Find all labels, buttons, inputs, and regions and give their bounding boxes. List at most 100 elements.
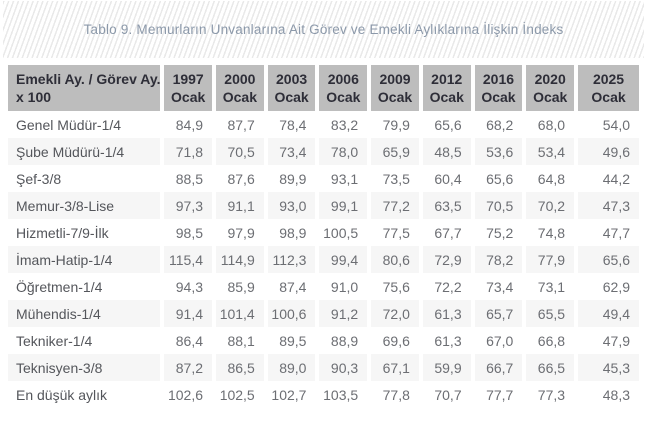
value-cell: 93,0 (267, 192, 316, 219)
column-year: 2003 (276, 70, 308, 87)
column-month: Ocak (429, 89, 464, 105)
value-cell: 77,9 (526, 246, 575, 273)
column-header-2006: 2006 Ocak (319, 65, 368, 111)
value-cell: 83,2 (330, 116, 359, 133)
value-cell: 102,6 (167, 386, 204, 403)
column-year: 2000 (224, 70, 256, 87)
value-cell: 78,4 (279, 116, 307, 133)
value-cell: 77,2 (371, 192, 419, 219)
value-cell: 99,1 (319, 192, 368, 219)
header-row: Emekli Ay. / Görev Ay. x 100 1997 Ocak 200… (8, 65, 639, 111)
value-cell: 47,7 (602, 224, 630, 241)
value-cell: 100,5 (323, 224, 359, 241)
value-cell: 49,4 (578, 300, 639, 327)
column-month: Ocak (326, 89, 361, 105)
corner-header-line1: Emekli Ay. / Görev Ay. (16, 70, 161, 87)
column-year: 2006 (327, 70, 359, 87)
corner-header-line2: x 100 (16, 89, 52, 105)
row-label: Mühendis-1/4 (8, 300, 161, 327)
column-year: 2016 (482, 70, 515, 87)
value-cell: 78,2 (474, 246, 523, 273)
value-cell: 103,5 (323, 386, 359, 403)
value-cell: 65,9 (371, 138, 419, 165)
value-cell: 87,7 (227, 116, 255, 133)
value-cell: 48,5 (422, 138, 471, 165)
value-cell: 77,5 (382, 224, 410, 241)
value-cell: 70,5 (216, 138, 264, 165)
value-cell: 93,1 (330, 170, 359, 187)
table-title-banner: Tablo 9. Memurların Unvanlarına Ait Göre… (3, 1, 644, 58)
value-cell: 74,8 (537, 224, 566, 241)
value-cell: 47,9 (602, 332, 630, 349)
value-cell: 89,9 (279, 170, 307, 187)
row-label: Öğretmen-1/4 (16, 278, 103, 295)
value-cell: 68,0 (537, 116, 566, 133)
column-header-2009: 2009 Ocak (371, 65, 419, 111)
value-cell: 75,6 (382, 278, 410, 295)
column-year: 2012 (431, 70, 463, 87)
row-label: Teknisyen-3/8 (8, 354, 161, 381)
value-cell: 59,9 (422, 354, 471, 381)
row-label: Şube Müdürü-1/4 (8, 138, 161, 165)
value-cell: 91,2 (319, 300, 368, 327)
value-cell: 45,3 (578, 354, 639, 381)
value-cell: 102,5 (219, 386, 255, 403)
value-cell: 67,1 (371, 354, 419, 381)
table-row: En düşük aylık 102,6 102,5 102,7 103,5 77,8 70… (8, 381, 639, 408)
column-year: 2025 (592, 70, 625, 87)
table-row: Şef-3/8 88,5 87,6 89,9 93,1 73,5 60,4 65,6 64,8 4… (8, 165, 639, 192)
value-cell: 91,4 (164, 300, 213, 327)
value-cell: 71,8 (164, 138, 213, 165)
column-month: Ocak (591, 89, 626, 105)
column-month: Ocak (222, 89, 257, 105)
value-cell: 72,9 (422, 246, 471, 273)
value-cell: 88,5 (175, 170, 204, 187)
value-cell: 53,4 (526, 138, 575, 165)
value-cell: 79,9 (382, 116, 410, 133)
value-cell: 85,9 (227, 278, 255, 295)
value-cell: 47,3 (578, 192, 639, 219)
value-cell: 87,2 (164, 354, 213, 381)
value-cell: 53,6 (474, 138, 523, 165)
table-row: Memur-3/8-Lise 97,3 91,1 93,0 99,1 77,2 63,5 70… (8, 192, 639, 219)
value-cell: 73,4 (486, 278, 514, 295)
row-label: Memur-3/8-Lise (8, 192, 161, 219)
value-cell: 94,3 (175, 278, 204, 295)
value-cell: 63,5 (422, 192, 471, 219)
column-header-1997: 1997 Ocak (164, 65, 213, 111)
salary-index-table: Emekli Ay. / Görev Ay. x 100 1997 Ocak 200… (4, 65, 643, 408)
value-cell: 73,5 (382, 170, 410, 187)
value-cell: 99,4 (319, 246, 368, 273)
table-row: Şube Müdürü-1/4 71,8 70,5 73,4 78,0 65,9 48,5 5… (8, 138, 639, 165)
value-cell: 98,5 (175, 224, 204, 241)
value-cell: 115,4 (164, 246, 213, 273)
value-cell: 78,0 (319, 138, 368, 165)
value-cell: 84,9 (175, 116, 204, 133)
value-cell: 98,9 (279, 224, 307, 241)
column-month: Ocak (533, 89, 568, 105)
column-header-2016: 2016 Ocak (474, 65, 523, 111)
value-cell: 70,5 (474, 192, 523, 219)
table-row: Teknisyen-3/8 87,2 86,5 89,0 90,3 67,1 59,9 66,… (8, 354, 639, 381)
table-row: Genel Müdür-1/4 84,9 87,7 78,4 83,2 79,9 65,6 6… (8, 111, 639, 138)
value-cell: 112,3 (267, 246, 316, 273)
value-cell: 87,4 (279, 278, 307, 295)
value-cell: 75,2 (486, 224, 514, 241)
value-cell: 88,9 (330, 332, 359, 349)
column-header-2003: 2003 Ocak (267, 65, 316, 111)
value-cell: 91,1 (216, 192, 264, 219)
value-cell: 65,7 (474, 300, 523, 327)
value-cell: 60,4 (434, 170, 462, 187)
table-body: Genel Müdür-1/4 84,9 87,7 78,4 83,2 79,9 65,6 6… (8, 111, 639, 408)
value-cell: 80,6 (371, 246, 419, 273)
value-cell: 66,7 (474, 354, 523, 381)
value-cell: 70,7 (434, 386, 462, 403)
value-cell: 77,7 (486, 386, 514, 403)
value-cell: 72,0 (371, 300, 419, 327)
table-row: Mühendis-1/4 91,4 101,4 100,6 91,2 72,0 61,3 65… (8, 300, 639, 327)
column-month: Ocak (274, 89, 309, 105)
column-header-2020: 2020 Ocak (526, 65, 575, 111)
table-row: Hizmetli-7/9-İlk 98,5 97,9 98,9 100,5 77,5 67,… (8, 219, 639, 246)
value-cell: 65,5 (526, 300, 575, 327)
value-cell: 66,5 (526, 354, 575, 381)
